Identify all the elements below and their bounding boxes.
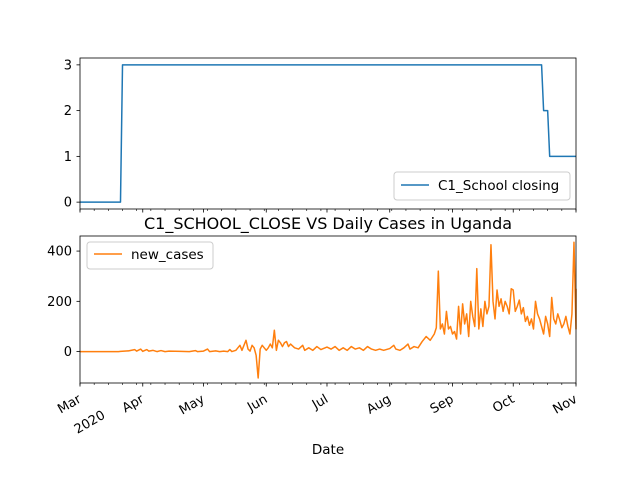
bottom-series-line-0 xyxy=(80,241,577,379)
bottom-series-layer xyxy=(80,241,577,379)
top-y-tick-label: 0 xyxy=(64,196,72,211)
bottom-y-tick-label: 200 xyxy=(47,295,72,310)
bottom-legend-box xyxy=(86,241,214,270)
x-axis-label: Date xyxy=(312,442,344,458)
top-legend-label: C1_School closing xyxy=(438,178,559,194)
top-series-line-0 xyxy=(80,64,576,203)
top-panel: 0 1 2 3 C1_School closing xyxy=(64,57,577,213)
top-y-tick-label: 3 xyxy=(64,58,72,73)
top-axes-frame xyxy=(79,57,577,210)
chart-title: C1_SCHOOL_CLOSE VS Daily Cases in Uganda xyxy=(144,214,512,234)
top-y-tick-label: 2 xyxy=(64,104,72,119)
top-series-layer xyxy=(80,64,576,203)
bottom-y-axis: 0 200 400 xyxy=(47,245,80,360)
top-y-axis: 0 1 2 3 xyxy=(64,58,80,211)
top-y-tick-label: 1 xyxy=(64,150,72,165)
top-legend: C1_School closing xyxy=(393,171,571,201)
bottom-axes-frame xyxy=(79,235,577,384)
bottom-legend-label: new_cases xyxy=(131,247,204,263)
top-legend-box xyxy=(393,171,571,201)
bottom-y-tick-label: 0 xyxy=(64,345,72,360)
bottom-y-tick-label: 400 xyxy=(47,245,72,260)
x-tick-label: Jul xyxy=(309,392,331,413)
bottom-legend: new_cases xyxy=(86,241,214,270)
top-x-axis xyxy=(79,209,577,213)
